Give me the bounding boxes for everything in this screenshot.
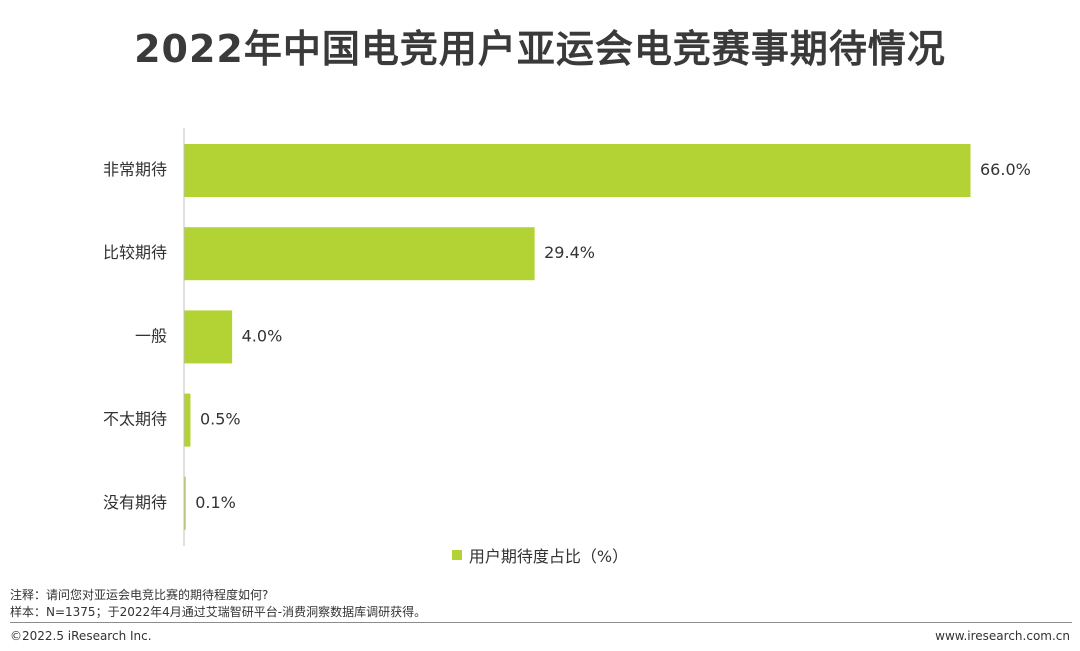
bar-3	[184, 393, 191, 447]
category-label: 没有期待	[103, 493, 167, 512]
bar-0	[184, 144, 971, 197]
chart-title: 2022年中国电竞用户亚运会电竞赛事期待情况	[134, 27, 946, 71]
category-label: 比较期待	[103, 243, 167, 262]
data-label: 4.0%	[242, 326, 283, 345]
data-label: 29.4%	[544, 243, 595, 262]
bar-1	[184, 227, 535, 281]
legend-label: 用户期待度占比（%）	[468, 547, 629, 566]
note-text: 注释：请问您对亚运会电竞比赛的期待程度如何?	[10, 588, 269, 602]
bar-chart: 非常期待 66.0% 比较期待 29.4% 一般 4.0% 不太期待 0.5% 没有期待 0.1%	[103, 128, 1031, 546]
bar-2	[184, 310, 233, 364]
category-label: 非常期待	[103, 160, 167, 179]
data-label: 66.0%	[980, 160, 1031, 179]
legend: 用户期待度占比（%）	[0, 543, 1080, 567]
category-label: 不太期待	[103, 410, 167, 429]
sample-text: 样本：N=1375；于2022年4月通过艾瑞智研平台-消费洞察数据库调研获得。	[10, 605, 427, 619]
bar-4	[184, 476, 186, 530]
copyright: ©2022.5 iResearch Inc.	[10, 629, 152, 643]
footer-divider	[10, 622, 1072, 623]
data-label: 0.5%	[200, 410, 241, 429]
legend-swatch	[451, 550, 462, 560]
website-link[interactable]: www.iresearch.com.cn	[935, 629, 1070, 643]
category-label: 一般	[135, 326, 167, 345]
data-label: 0.1%	[195, 493, 236, 512]
